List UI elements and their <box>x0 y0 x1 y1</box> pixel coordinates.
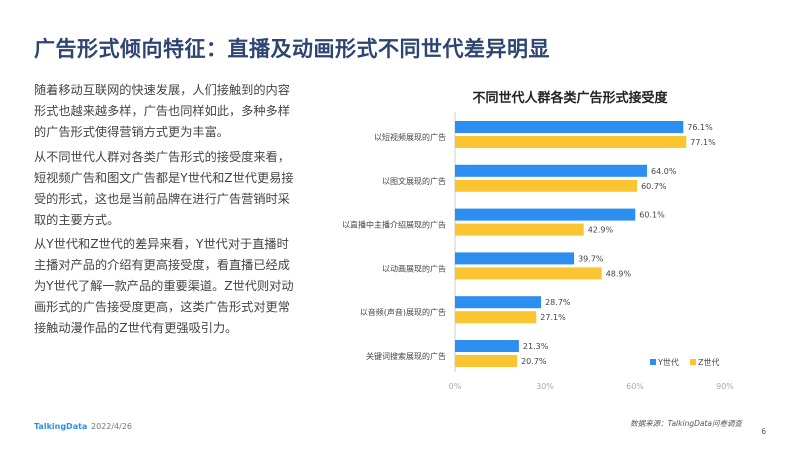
x-tick-label: 30% <box>536 382 554 391</box>
x-tick-label: 0% <box>449 382 462 391</box>
category-label: 以音频(声音)展现的广告 <box>360 307 446 317</box>
data-label: 39.7% <box>578 254 604 263</box>
paragraph-2: 从不同世代人群对各类广告形式的接受度来看，短视频广告和图文广告都是Y世代和Z世代… <box>34 150 294 227</box>
page-number: 6 <box>761 427 766 436</box>
page-title: 广告形式倾向特征：直播及动画形式不同世代差异明显 <box>34 37 550 61</box>
data-label: 21.3% <box>523 342 549 351</box>
data-label: 64.0% <box>651 167 677 176</box>
data-label: 60.7% <box>641 182 667 191</box>
data-label: 42.9% <box>588 226 614 235</box>
footer-date: 2022/4/26 <box>91 422 133 431</box>
data-label: 48.9% <box>606 269 632 278</box>
bar-y <box>455 121 684 133</box>
bar-y <box>455 208 636 221</box>
bar-z <box>455 223 584 236</box>
category-label: 以直播中主播介绍展现的广告 <box>342 220 446 230</box>
category-label: 以动画展现的广告 <box>382 263 446 273</box>
data-source: 数据来源：TalkingData问卷调查 <box>630 419 742 428</box>
bar-z <box>455 267 602 280</box>
bar-y <box>455 296 542 309</box>
data-label: 60.1% <box>639 211 665 220</box>
bar-z <box>455 179 638 192</box>
bar-y <box>455 164 647 177</box>
bar-z <box>455 355 518 367</box>
legend-label: Z世代 <box>698 357 719 367</box>
category-label: 关键词搜索展现的广告 <box>366 351 446 361</box>
legend-label: Y世代 <box>657 357 679 367</box>
bar-z <box>455 136 687 148</box>
legend-swatch <box>650 359 656 365</box>
talkingdata-logo: TalkingData <box>34 422 88 431</box>
legend-swatch <box>690 359 696 365</box>
x-tick-label: 90% <box>716 382 734 391</box>
x-tick-label: 60% <box>626 382 644 391</box>
bar-y <box>455 252 575 265</box>
data-label: 76.1% <box>687 123 713 132</box>
data-label: 28.7% <box>545 298 571 307</box>
bar-y <box>455 340 519 352</box>
data-label: 20.7% <box>521 357 547 366</box>
category-label: 以图文展现的广告 <box>382 176 446 186</box>
data-label: 77.1% <box>690 138 716 147</box>
paragraph-3: 从Y世代和Z世代的差异来看，Y世代对于直播时主播对产品的介绍有更高接受度，看直播… <box>34 237 294 335</box>
paragraph-1: 随着移动互联网的快速发展，人们接触到的内容形式也越来越多样，广告也同样如此，多种… <box>34 83 290 139</box>
data-label: 27.1% <box>540 313 566 322</box>
chart-title: 不同世代人群各类广告形式接受度 <box>472 90 668 106</box>
category-label: 以短视频展现的广告 <box>374 132 446 142</box>
bar-z <box>455 311 537 324</box>
